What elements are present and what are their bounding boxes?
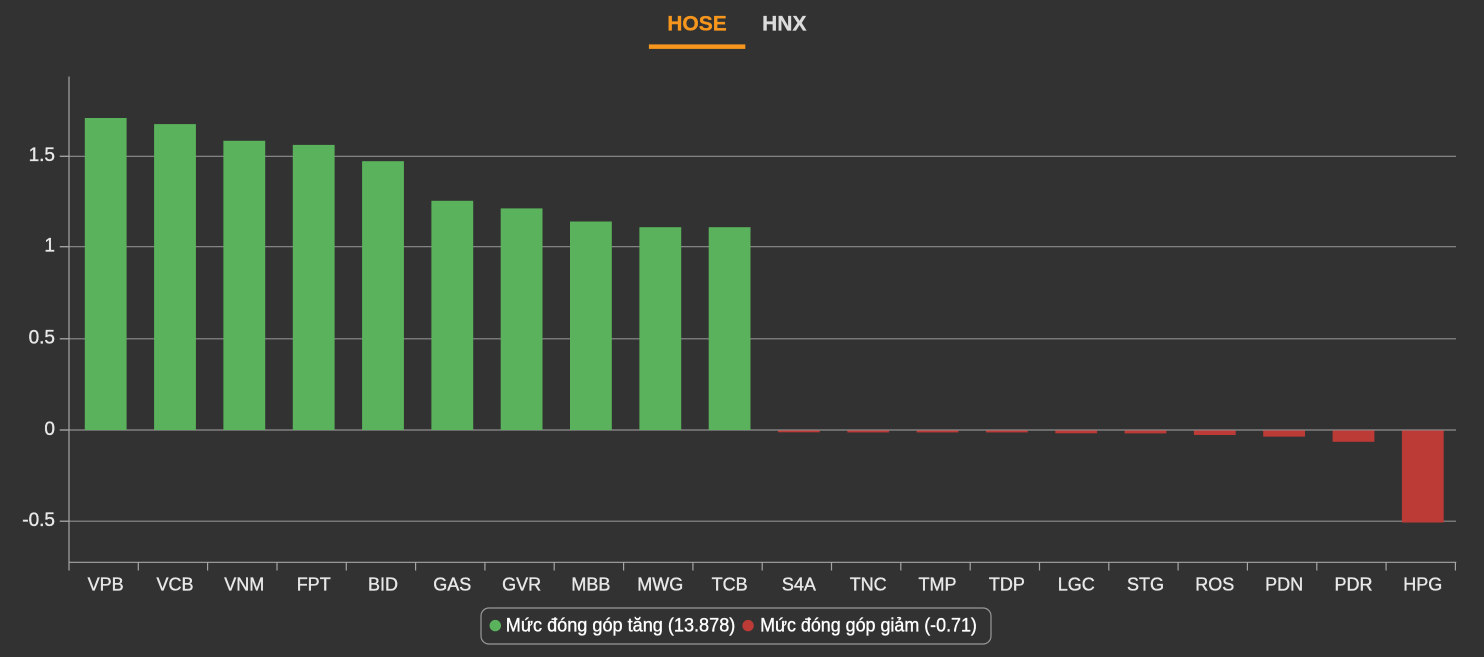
svg-text:VPB: VPB <box>88 575 124 595</box>
svg-text:BID: BID <box>368 575 398 595</box>
svg-text:S4A: S4A <box>782 575 816 595</box>
svg-text:-0.5: -0.5 <box>22 510 55 531</box>
svg-text:MBB: MBB <box>571 575 610 595</box>
svg-text:GAS: GAS <box>433 575 471 595</box>
svg-text:VNM: VNM <box>224 575 264 595</box>
svg-text:TNC: TNC <box>850 575 887 595</box>
svg-text:Mức đóng góp tăng (13.878): Mức đóng góp tăng (13.878) <box>506 616 736 637</box>
svg-text:TDP: TDP <box>989 575 1025 595</box>
svg-text:HPG: HPG <box>1403 575 1442 595</box>
svg-text:TCB: TCB <box>712 575 748 595</box>
svg-text:1.5: 1.5 <box>29 145 55 166</box>
svg-text:MWG: MWG <box>637 575 683 595</box>
svg-text:TMP: TMP <box>919 575 957 595</box>
svg-text:PDN: PDN <box>1265 575 1303 595</box>
svg-text:HNX: HNX <box>762 13 806 36</box>
svg-text:LGC: LGC <box>1058 575 1095 595</box>
svg-text:0: 0 <box>44 419 55 440</box>
svg-text:0.5: 0.5 <box>29 328 55 349</box>
svg-text:ROS: ROS <box>1195 575 1234 595</box>
svg-text:Mức đóng góp giảm (-0.71): Mức đóng góp giảm (-0.71) <box>760 616 977 637</box>
svg-text:STG: STG <box>1127 575 1164 595</box>
svg-text:VCB: VCB <box>156 575 193 595</box>
svg-text:FPT: FPT <box>297 575 331 595</box>
svg-text:GVR: GVR <box>502 575 541 595</box>
svg-text:1: 1 <box>44 236 55 257</box>
svg-text:HOSE: HOSE <box>667 13 727 36</box>
svg-text:PDR: PDR <box>1334 575 1372 595</box>
